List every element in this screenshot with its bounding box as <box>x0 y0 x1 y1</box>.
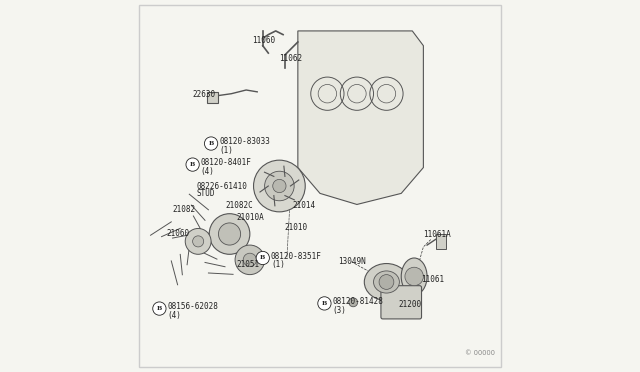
Circle shape <box>318 297 331 310</box>
Text: 21014: 21014 <box>292 201 316 210</box>
Text: (3): (3) <box>333 305 346 315</box>
Text: B: B <box>157 306 162 311</box>
Text: B: B <box>190 162 195 167</box>
Circle shape <box>256 251 269 264</box>
Text: 21200: 21200 <box>398 300 421 310</box>
Circle shape <box>185 228 211 254</box>
Ellipse shape <box>401 258 427 295</box>
Circle shape <box>379 275 394 289</box>
Text: 21082: 21082 <box>172 205 195 215</box>
Circle shape <box>186 158 199 171</box>
Text: 08120-83033: 08120-83033 <box>220 137 270 146</box>
Text: 11062: 11062 <box>280 54 303 63</box>
Circle shape <box>349 298 358 307</box>
Text: 13049N: 13049N <box>338 257 365 266</box>
Text: B: B <box>322 301 327 306</box>
Circle shape <box>204 137 218 150</box>
Text: 08226-61410: 08226-61410 <box>196 182 247 191</box>
Text: (4): (4) <box>168 311 181 320</box>
Text: 21082C: 21082C <box>226 201 253 210</box>
Text: 21010: 21010 <box>285 223 308 232</box>
Circle shape <box>209 214 250 254</box>
Bar <box>436 234 445 249</box>
Circle shape <box>235 245 264 275</box>
Text: 11061A: 11061A <box>422 230 451 239</box>
Circle shape <box>253 160 305 212</box>
Text: 11061: 11061 <box>422 275 445 283</box>
Text: 22630: 22630 <box>193 90 216 99</box>
Text: 11060: 11060 <box>252 36 275 45</box>
Bar <box>207 92 218 103</box>
FancyBboxPatch shape <box>381 286 422 319</box>
Text: 21010A: 21010A <box>237 213 265 222</box>
Text: (4): (4) <box>201 167 214 176</box>
Text: 08120-81428: 08120-81428 <box>333 297 383 306</box>
Polygon shape <box>298 31 424 205</box>
Text: (1): (1) <box>220 146 233 155</box>
Circle shape <box>218 223 241 245</box>
Text: © 00000: © 00000 <box>465 350 495 356</box>
Text: 08120-8351F: 08120-8351F <box>271 251 322 261</box>
Ellipse shape <box>374 271 399 293</box>
Text: B: B <box>260 256 266 260</box>
Text: (1): (1) <box>271 260 285 269</box>
Circle shape <box>405 267 424 286</box>
Text: 21060: 21060 <box>166 229 189 238</box>
Circle shape <box>193 236 204 247</box>
Text: 08156-62028: 08156-62028 <box>168 302 218 311</box>
Circle shape <box>153 302 166 315</box>
Ellipse shape <box>364 263 408 301</box>
Text: B: B <box>209 141 214 146</box>
Text: STUD: STUD <box>196 189 215 198</box>
Circle shape <box>273 179 286 193</box>
Text: 08120-8401F: 08120-8401F <box>201 158 252 167</box>
Text: 21051: 21051 <box>237 260 260 269</box>
Circle shape <box>243 253 257 266</box>
Circle shape <box>264 171 294 201</box>
